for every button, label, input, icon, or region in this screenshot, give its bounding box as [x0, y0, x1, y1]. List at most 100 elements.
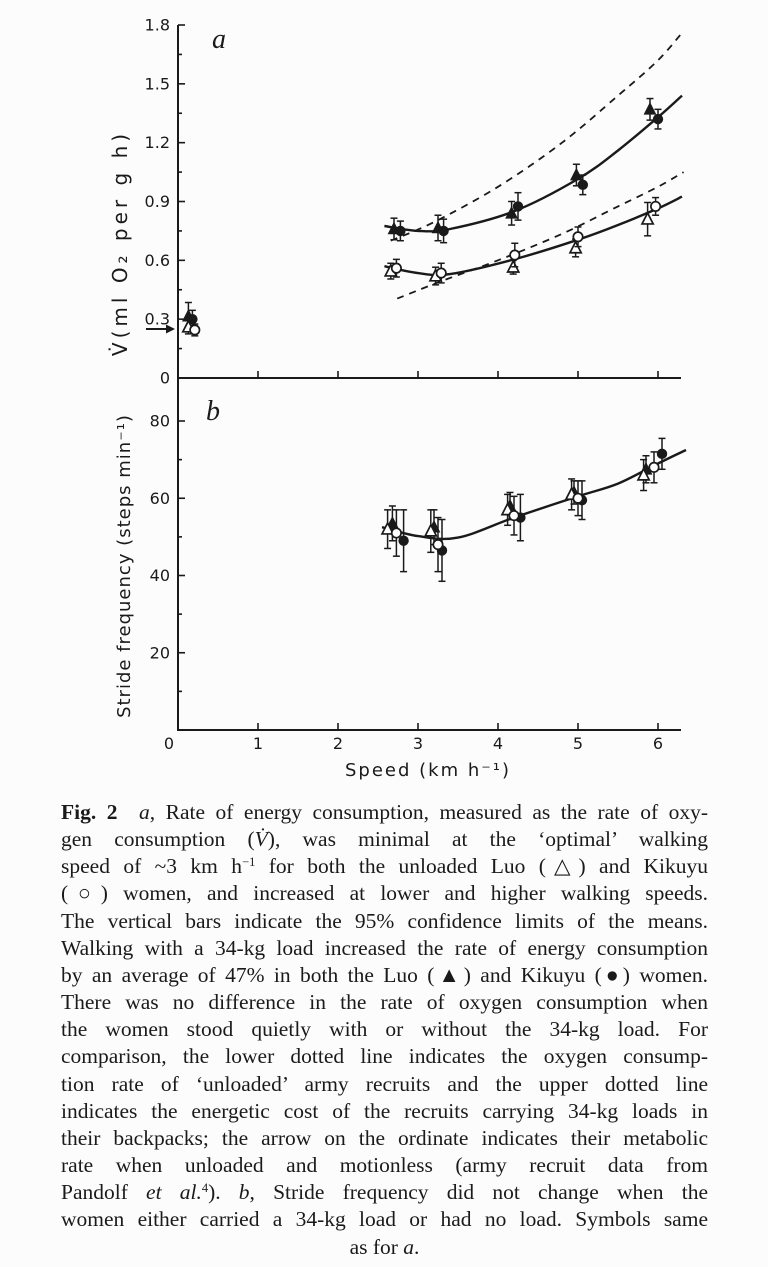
panel-a-x-axis	[257, 371, 659, 378]
caption-line: women either carried a 34-kg load or had…	[61, 1206, 708, 1233]
caption-segment: ), was minimal at the ‘optimal’ walking	[267, 827, 708, 852]
y-tick-label: 40	[150, 566, 170, 585]
luo-unloaded-marker	[423, 523, 438, 537]
kikuyu-unloaded-marker	[189, 324, 201, 336]
series-luo-unloaded	[380, 458, 651, 554]
panel-label-a: a	[212, 24, 226, 55]
caption-line: indicates the energetic cost of the recr…	[61, 1098, 708, 1125]
kikuyu-unloaded-marker	[435, 267, 447, 279]
kikuyu-unloaded-marker	[432, 539, 444, 551]
caption-segment: indicates the energetic cost of the recr…	[61, 1098, 708, 1123]
figure-2-plots: 00.30.60.91.21.51.8 aV̇(ml O₂ per g h)204…	[108, 16, 687, 781]
y-tick-label: 0.9	[145, 192, 170, 211]
caption-segment: a	[403, 1234, 415, 1259]
panel-b-x-axis: 0 1 2 3 4 5 6	[164, 723, 663, 753]
figure-2-caption: Fig. 2 a, Rate of energy consumption, me…	[61, 799, 708, 1261]
caption-line: (○) women, and increased at lower and hi…	[61, 880, 708, 907]
x-tick-label: 1	[253, 734, 263, 753]
caption-segment: a	[138, 800, 150, 824]
caption-segment: gen consumption (	[61, 827, 255, 852]
caption-segment: There was no difference in the rate of o…	[61, 990, 708, 1015]
panel-a: 0 0.3 0.6 0.9 1.2 1.5 1.8 a V̇(ml O₂ per g h)	[108, 16, 685, 388]
caption-segment: their backpacks; the arrow on the ordina…	[61, 1125, 708, 1150]
panel-b-y-axis: 20 40 60 80	[150, 412, 185, 693]
caption-segment: women either carried a 34-kg load or had…	[61, 1207, 708, 1232]
kikuyu-unloaded-marker	[648, 461, 660, 473]
panel-b-curves	[381, 448, 687, 541]
panel-a-y-axis: 0 0.3 0.6 0.9 1.2 1.5 1.8	[145, 16, 185, 388]
caption-segment: for both the unloaded Luo (△) and Kikuyu	[255, 854, 708, 879]
caption-segment: −1	[242, 855, 256, 870]
caption-segment: Fig. 2	[61, 800, 118, 824]
y-axis-title-b: Stride frequency (steps min⁻¹)	[114, 414, 135, 718]
caption-segment: V̇	[254, 827, 268, 852]
curve-army-loaded	[390, 30, 685, 242]
y-tick-label: 80	[150, 412, 170, 431]
series-luo-unloaded	[181, 201, 655, 335]
kikuyu-loaded-marker	[577, 179, 588, 191]
y-tick-label: 1.2	[145, 133, 170, 152]
curve-stride-fit	[381, 448, 687, 541]
x-tick-label: 4	[493, 734, 503, 753]
caption-segment: speed of ~3 km h	[61, 854, 243, 879]
kikuyu-unloaded-marker	[508, 510, 520, 522]
kikuyu-unloaded-marker	[650, 200, 662, 212]
series-kikuyu-unloaded	[390, 451, 660, 573]
panel-a-axes	[177, 25, 681, 379]
caption-segment: ).	[208, 1180, 239, 1205]
kikuyu-unloaded-marker	[572, 492, 584, 504]
kikuyu-unloaded-marker	[509, 249, 521, 261]
luo-unloaded-marker	[380, 521, 395, 535]
caption-segment: comparison, the lower dotted line indica…	[61, 1044, 708, 1069]
y-axis-title-a: V̇(ml O₂ per g h)	[108, 130, 132, 356]
caption-segment: as for	[349, 1234, 404, 1259]
caption-segment: Walking with a 34-kg load increased the …	[61, 935, 708, 960]
caption-segment	[117, 800, 139, 824]
caption-segment: (○) women, and increased at lower and hi…	[61, 881, 708, 906]
caption-line: gen consumption (V̇), was minimal at the…	[61, 826, 708, 853]
caption-line: speed of ~3 km h−1 for both the unloaded…	[61, 853, 708, 880]
caption-segment: , Rate of energy consumption, measured a…	[149, 800, 709, 824]
series-kikuyu-loaded	[398, 437, 668, 583]
panel-b: 20 40 60 80 0 1 2 3 4 5 6 b Stride frequency (steps …	[114, 379, 687, 781]
caption-segment: The vertical bars indicate the 95% confi…	[61, 908, 708, 933]
kikuyu-loaded-marker	[656, 448, 668, 460]
caption-line: tion rate of ‘unloaded’ army recruits an…	[61, 1071, 708, 1098]
y-tick-label: 1.5	[145, 74, 170, 93]
kikuyu-loaded-marker	[652, 113, 664, 125]
caption-segment: rate when unloaded and motionless (army …	[61, 1153, 708, 1178]
caption-line: as for a.	[61, 1234, 708, 1261]
ordinate-arrow-icon	[166, 324, 175, 334]
caption-segment: , Stride frequency did not change when t…	[249, 1180, 708, 1205]
y-tick-label: 0	[160, 369, 170, 388]
caption-segment: b	[238, 1180, 250, 1205]
panel-b-axes	[177, 379, 681, 731]
luo-unloaded-marker	[636, 467, 651, 481]
kikuyu-loaded-marker	[398, 535, 409, 546]
y-tick-label: 1.8	[145, 16, 170, 35]
curve-unloaded-fit	[384, 195, 683, 277]
caption-line: comparison, the lower dotted line indica…	[61, 1043, 708, 1070]
x-tick-label: 2	[333, 734, 343, 753]
caption-segment: tion rate of ‘unloaded’ army recruits an…	[61, 1071, 708, 1096]
caption-line: by an average of 47% in both the Luo (▲)…	[61, 962, 708, 989]
series-kikuyu-loaded	[187, 108, 664, 329]
caption-line: the women stood quietly with or without …	[61, 1016, 708, 1043]
x-tick-label: 5	[573, 734, 583, 753]
kikuyu-loaded-marker	[512, 201, 524, 212]
panel-label-b: b	[206, 396, 220, 427]
caption-line: There was no difference in the rate of o…	[61, 989, 708, 1016]
y-tick-label: 0.3	[145, 310, 170, 329]
caption-segment: by an average of 47% in both the Luo (▲)…	[61, 962, 708, 987]
kikuyu-unloaded-marker	[390, 527, 402, 539]
x-tick-label: 6	[653, 734, 663, 753]
caption-segment: .	[414, 1234, 420, 1259]
luo-loaded-marker	[643, 102, 657, 115]
kikuyu-loaded-marker	[395, 225, 406, 237]
x-tick-label: 3	[413, 734, 423, 753]
caption-line: The vertical bars indicate the 95% confi…	[61, 908, 708, 935]
caption-segment: the women stood quietly with or without …	[61, 1017, 708, 1042]
luo-loaded-marker	[505, 205, 519, 219]
series-luo-loaded	[181, 97, 657, 331]
x-tick-label: 0	[164, 734, 174, 753]
